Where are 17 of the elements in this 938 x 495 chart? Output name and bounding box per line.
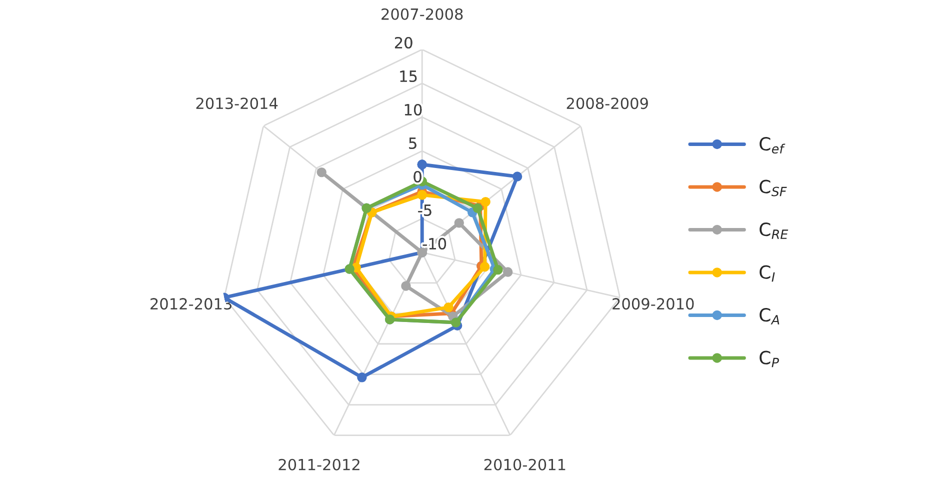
spoke-label: 2011-2012 bbox=[278, 458, 360, 470]
spoke-label: 2007-2008 bbox=[382, 8, 463, 20]
legend-label: C$_{A}$ bbox=[760, 308, 780, 324]
y-tick-label: 10 bbox=[404, 104, 422, 116]
spoke-label: 2010-2011 bbox=[484, 458, 566, 470]
y-tick-label: 15 bbox=[400, 70, 417, 82]
legend-label: C$_{P}$ bbox=[760, 350, 779, 368]
spoke-label: 2009-2010 bbox=[612, 298, 694, 310]
y-tick-label: 20 bbox=[394, 36, 412, 49]
legend-label: C$_{I}$ bbox=[760, 265, 775, 282]
legend-label: C$_{ef}$ bbox=[760, 137, 786, 154]
legend-label: C$_{RE}$ bbox=[760, 222, 788, 239]
spoke-label: 2008-2009 bbox=[566, 98, 648, 110]
legend-label: C$_{SF}$ bbox=[760, 180, 787, 196]
y-tick-label: 5 bbox=[409, 138, 416, 149]
spoke-label: 2012-2013 bbox=[150, 298, 232, 310]
spoke-label: 2013-2014 bbox=[196, 98, 278, 110]
